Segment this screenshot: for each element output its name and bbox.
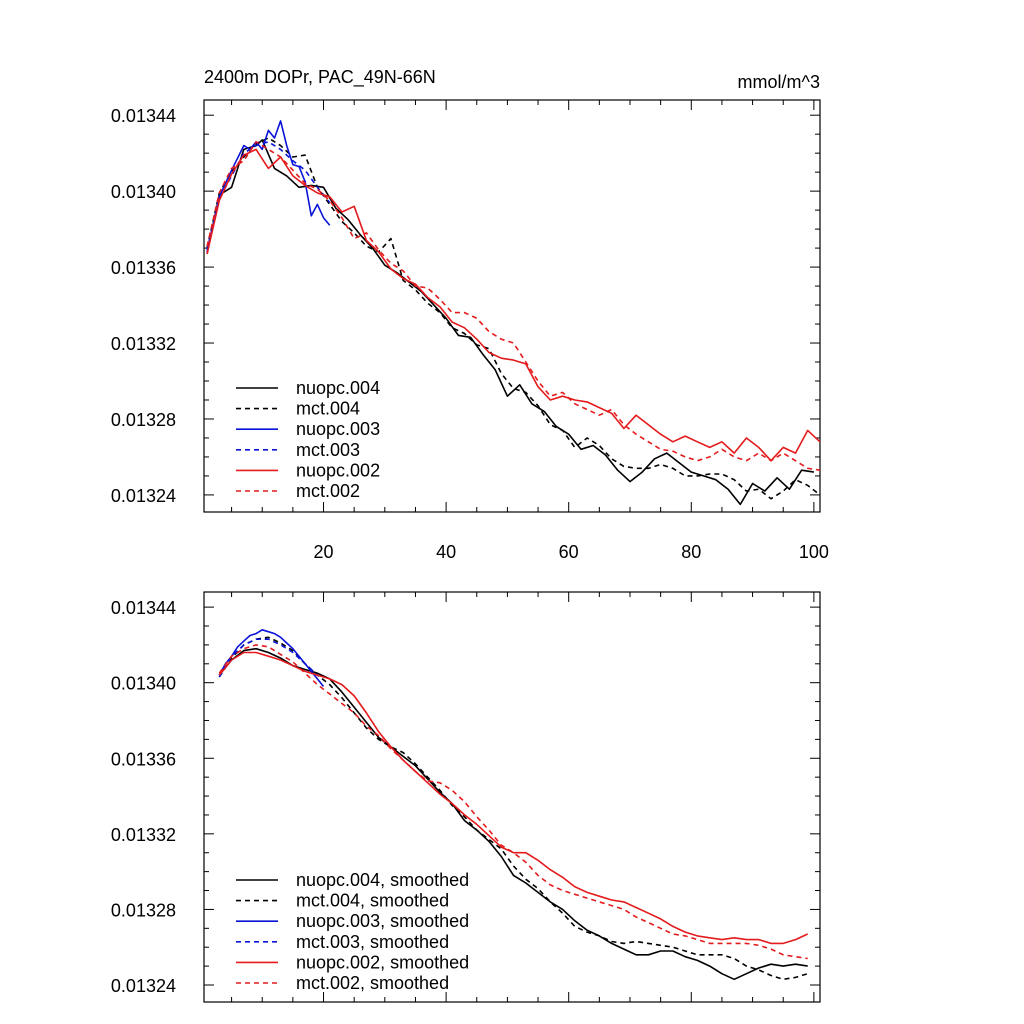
y-tick-label: 0.01336 [111, 749, 176, 769]
series-line-mct-002 [206, 141, 821, 471]
chart-panel-bottom: 0.01324 0.01328 0.01332 0.01336 0.01340 0.013… [111, 591, 821, 1003]
series-line-nuopc-004-smoothed [218, 647, 808, 981]
chart-panel-top: 2400m DOPr, PAC_49N-66N mmol/m^3 20 40 60 8… [111, 67, 829, 562]
series-line-nuopc-002 [206, 148, 821, 462]
y-tick-label: 0.01324 [111, 976, 176, 996]
chart-units-label: mmol/m^3 [738, 72, 820, 92]
plot-frame [203, 99, 821, 513]
legend-label: nuopc.003, smoothed [296, 911, 469, 931]
series-line-mct-003 [206, 141, 331, 251]
legend-label: mct.004, smoothed [296, 891, 449, 911]
x-tick-label: 60 [559, 542, 579, 562]
x-tick-label: 20 [314, 542, 334, 562]
legend-label: mct.004 [296, 399, 360, 419]
legend-label: mct.003 [296, 440, 360, 460]
y-tick-label: 0.01332 [111, 825, 176, 845]
series-line-nuopc-002-smoothed [218, 651, 809, 945]
legend-label: nuopc.002, smoothed [296, 952, 469, 972]
y-tick-label: 0.01340 [111, 182, 176, 202]
legend-label: nuopc.003 [296, 419, 380, 439]
series-line-nuopc-003 [206, 120, 331, 253]
x-tick-label: 80 [681, 542, 701, 562]
plot-frame [203, 591, 821, 1003]
y-tick-label: 0.01340 [111, 674, 176, 694]
y-tick-label: 0.01328 [111, 410, 176, 430]
series-line-nuopc-004 [206, 139, 815, 506]
y-tick-label: 0.01336 [111, 258, 176, 278]
legend-label: mct.003, smoothed [296, 932, 449, 952]
chart-title: 2400m DOPr, PAC_49N-66N [204, 67, 436, 88]
series-line-mct-003-smoothed [218, 638, 318, 678]
legend-label: mct.002 [296, 481, 360, 501]
series-line-mct-002-smoothed [218, 644, 808, 960]
y-tick-label: 0.01328 [111, 900, 176, 920]
legend-label: nuopc.004 [296, 378, 380, 398]
legend-label: nuopc.002 [296, 460, 380, 480]
x-tick-label: 100 [799, 542, 829, 562]
y-tick-label: 0.01344 [111, 598, 176, 618]
legend-label: nuopc.004, smoothed [296, 870, 469, 890]
x-tick-label: 40 [436, 542, 456, 562]
series-line-mct-004 [206, 137, 821, 500]
y-tick-label: 0.01344 [111, 106, 176, 126]
y-tick-label: 0.01332 [111, 334, 176, 354]
y-tick-label: 0.01324 [111, 486, 176, 506]
legend: nuopc.004mct.004nuopc.003mct.003nuopc.00… [236, 378, 380, 501]
legend-label: mct.002, smoothed [296, 973, 449, 993]
